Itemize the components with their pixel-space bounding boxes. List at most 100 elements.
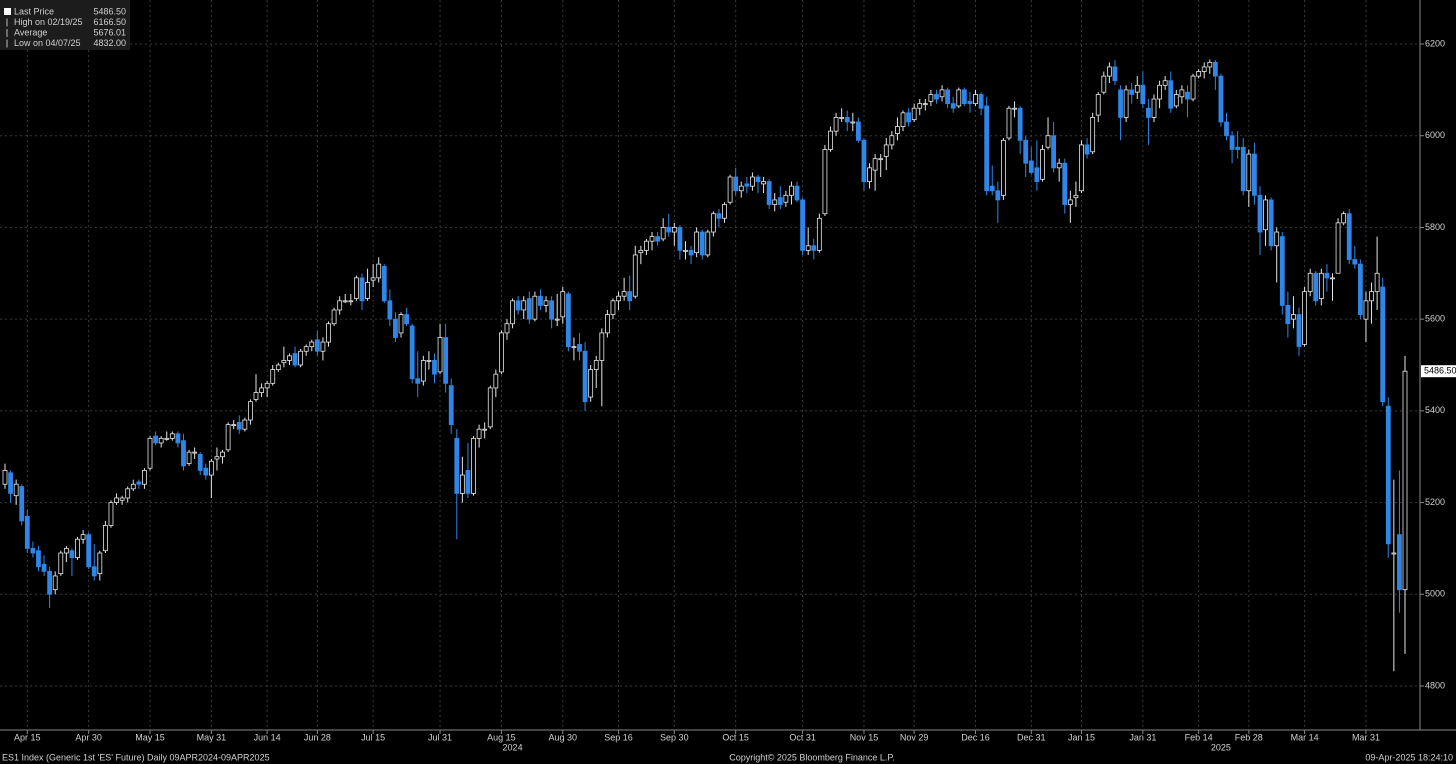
y-tick-label: 5800 — [1425, 222, 1445, 232]
candle-body — [287, 355, 292, 361]
candle-body — [80, 534, 86, 540]
candle-body — [387, 300, 393, 320]
candle-body — [616, 295, 621, 302]
candle-body — [114, 497, 119, 503]
candle-body — [359, 277, 365, 302]
candle-body — [331, 309, 337, 325]
candle-body — [91, 566, 97, 577]
candle-body — [671, 227, 677, 233]
candle-body — [465, 470, 471, 494]
candle-body — [928, 94, 934, 102]
candle-body — [365, 282, 370, 299]
candle-body — [789, 185, 794, 196]
candle-body — [895, 126, 900, 134]
candle-body — [855, 121, 861, 141]
candle-body — [108, 502, 114, 526]
candle-body — [1224, 121, 1229, 137]
x-tick-label: Jun 28 — [304, 732, 331, 742]
candle-body — [995, 190, 1001, 201]
candle-body — [476, 428, 482, 439]
candle-body — [404, 314, 409, 325]
candle-body — [448, 385, 454, 426]
candle-body — [253, 392, 259, 400]
candle-body — [1023, 139, 1029, 164]
candle-body — [1324, 272, 1330, 279]
candle-body — [443, 337, 449, 384]
candle-body — [264, 382, 270, 389]
candle-body — [694, 231, 700, 254]
candle-body — [577, 343, 582, 352]
y-tick-label: 5400 — [1425, 405, 1445, 415]
legend-value: 5676.01 — [93, 27, 126, 37]
x-tick-label: May 31 — [197, 732, 227, 742]
candle-body — [214, 456, 220, 460]
candle-body — [231, 424, 237, 427]
candle-body — [844, 116, 850, 123]
candle-body — [1229, 135, 1235, 150]
candle-body — [1067, 199, 1073, 205]
candle-body — [75, 538, 80, 558]
candle-body — [337, 300, 343, 311]
candle-body — [967, 100, 973, 105]
candle-body — [164, 437, 170, 440]
candle-body — [208, 460, 214, 476]
candle-body — [186, 451, 192, 464]
candle-body — [270, 369, 276, 384]
last-price-tag — [1421, 365, 1456, 378]
candle-body — [644, 240, 649, 251]
candle-body — [1385, 405, 1391, 545]
candle-body — [175, 433, 181, 444]
candle-body — [52, 575, 58, 591]
candle-body — [750, 176, 755, 187]
candle-body — [883, 144, 889, 157]
candle-body — [471, 437, 476, 494]
candle-body — [19, 486, 25, 522]
candle-body — [911, 107, 917, 121]
candle-body — [342, 300, 348, 303]
candle-body — [181, 440, 186, 467]
candle-body — [515, 300, 521, 311]
candle-body — [638, 249, 644, 254]
candle-body — [13, 483, 19, 497]
legend-value: 4832.00 — [93, 38, 126, 48]
candle-body — [710, 213, 716, 233]
x-tick-label: Dec 16 — [961, 732, 990, 742]
candle-body — [381, 266, 387, 302]
candle-body — [1112, 66, 1118, 82]
candle-body — [58, 552, 64, 575]
candle-body — [1201, 66, 1207, 72]
candle-body — [973, 94, 978, 105]
candle-body — [1090, 116, 1096, 153]
candle-body — [47, 570, 53, 595]
candle-body — [777, 197, 783, 205]
candle-body — [934, 94, 939, 100]
candle-body — [376, 263, 382, 279]
candle-body — [744, 183, 750, 187]
candle-body — [1129, 89, 1135, 95]
candle-body — [1296, 314, 1302, 348]
candle-body — [130, 483, 136, 490]
candle-body — [1045, 135, 1051, 148]
candle-body — [956, 89, 962, 107]
candle-body — [292, 353, 298, 366]
candle-body — [627, 291, 633, 302]
candle-body — [738, 185, 744, 192]
candle-body — [248, 401, 253, 421]
x-tick-label: Feb 28 — [1235, 732, 1263, 742]
x-tick-label: Nov 29 — [900, 732, 929, 742]
candle-body — [571, 346, 577, 349]
candle-body — [1095, 94, 1101, 116]
candle-body — [1246, 153, 1252, 192]
candle-body — [482, 428, 488, 431]
year-label: 2024 — [503, 742, 523, 752]
candle-body — [86, 534, 92, 568]
candle-body — [766, 181, 772, 205]
candle-body — [1123, 89, 1129, 118]
y-tick-label: 6000 — [1425, 130, 1445, 140]
candle-body — [1240, 146, 1246, 192]
candle-body — [1101, 75, 1107, 93]
candle-body — [1285, 304, 1291, 325]
x-tick-label: Mar 31 — [1352, 732, 1380, 742]
candle-body — [660, 227, 666, 240]
candle-body — [1151, 98, 1157, 118]
